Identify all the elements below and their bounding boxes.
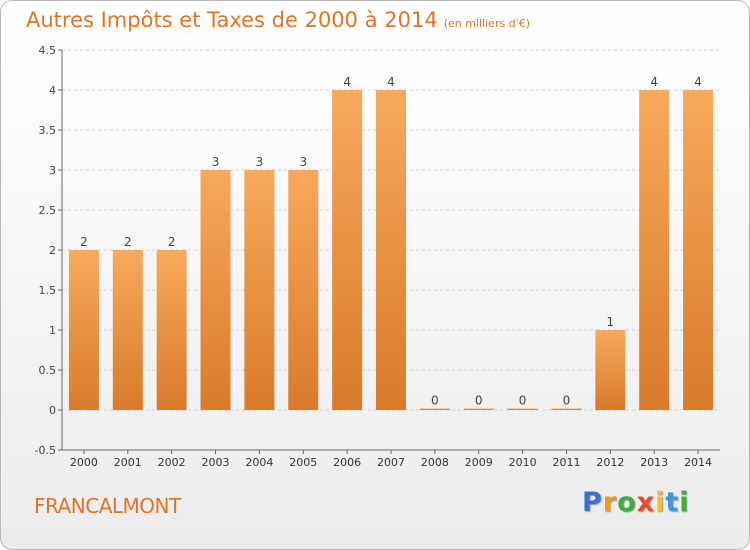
bar <box>507 408 538 410</box>
chart-title: Autres Impôts et Taxes de 2000 à 2014 (en… <box>26 8 530 32</box>
y-tick-label: 2 <box>49 244 56 257</box>
y-tick-label: 1 <box>49 324 56 337</box>
data-label: 0 <box>563 394 571 408</box>
x-tick-label: 2002 <box>158 456 186 469</box>
bar <box>68 250 99 410</box>
logo-letter: t <box>665 487 680 518</box>
x-tick-label: 2005 <box>289 456 317 469</box>
bar <box>595 330 626 410</box>
bar <box>244 170 275 410</box>
y-tick-label: 4.5 <box>39 44 57 57</box>
logo-letter: i <box>655 487 666 518</box>
data-label: 1 <box>607 315 615 329</box>
commune-name: FRANCALMONT <box>34 494 181 518</box>
data-label: 3 <box>256 155 264 169</box>
x-tick-label: 2006 <box>333 456 361 469</box>
logo-letter: r <box>602 487 618 518</box>
x-tick-label: 2003 <box>202 456 230 469</box>
y-tick-label: 2.5 <box>39 204 57 217</box>
proxiti-logo: Proxiti <box>582 487 690 518</box>
chart-subtitle: (en milliers d'€) <box>443 17 530 30</box>
x-tick-label: 2012 <box>596 456 624 469</box>
logo-letter: i <box>679 487 690 518</box>
x-tick-label: 2004 <box>245 456 273 469</box>
x-tick-label: 2010 <box>509 456 537 469</box>
x-tick-label: 2009 <box>465 456 493 469</box>
logo-letter: P <box>582 487 603 518</box>
data-label: 3 <box>212 155 220 169</box>
bar <box>419 408 450 410</box>
y-tick-label: 0.5 <box>39 364 57 377</box>
y-tick-label: 4 <box>49 84 56 97</box>
data-label: 4 <box>650 75 658 89</box>
bar <box>112 250 143 410</box>
bar <box>376 90 406 410</box>
y-tick-label: 3 <box>49 164 56 177</box>
data-label: 2 <box>80 235 88 249</box>
bar <box>463 408 494 410</box>
bar <box>156 250 187 410</box>
x-tick-label: 2001 <box>114 456 142 469</box>
x-tick-label: 2007 <box>377 456 405 469</box>
logo-letter: x <box>636 487 656 518</box>
bar <box>683 90 714 410</box>
x-tick-label: 2008 <box>421 456 449 469</box>
y-tick-label: 1.5 <box>39 284 57 297</box>
data-label: 0 <box>475 394 483 408</box>
bar <box>332 90 363 410</box>
y-tick-label: -0.5 <box>35 444 56 457</box>
x-tick-label: 2000 <box>70 456 98 469</box>
bar <box>551 408 582 410</box>
bar <box>288 170 319 410</box>
data-label: 4 <box>343 75 351 89</box>
data-label: 0 <box>431 394 439 408</box>
bar <box>200 170 231 410</box>
data-label: 2 <box>124 235 132 249</box>
bar <box>639 90 670 410</box>
data-label: 3 <box>299 155 307 169</box>
logo-letter: o <box>617 487 637 518</box>
data-label: 4 <box>694 75 702 89</box>
y-tick-label: 0 <box>49 404 56 417</box>
data-label: 4 <box>387 75 395 89</box>
x-tick-label: 2011 <box>552 456 580 469</box>
x-tick-label: 2014 <box>684 456 712 469</box>
y-tick-label: 3.5 <box>39 124 57 137</box>
x-tick-label: 2013 <box>640 456 668 469</box>
data-label: 0 <box>519 394 527 408</box>
data-label: 2 <box>168 235 176 249</box>
